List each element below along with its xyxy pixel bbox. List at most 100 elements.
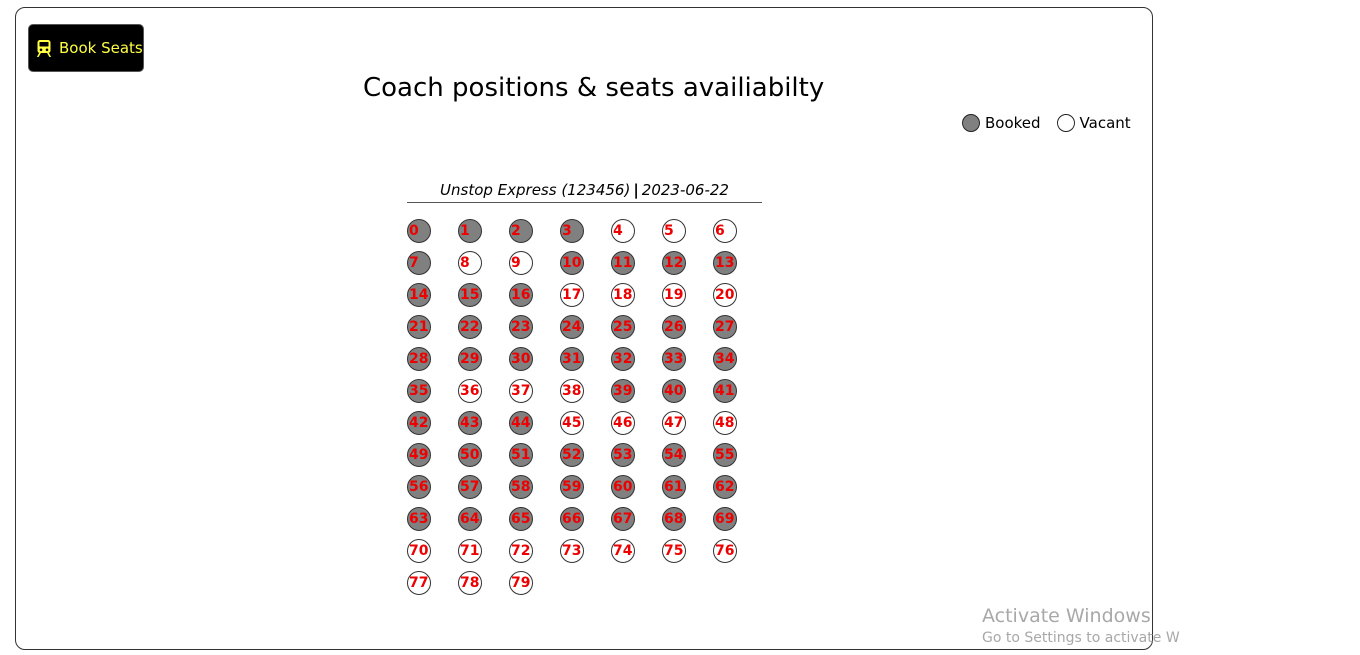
seat-vacant[interactable]: 6 [713, 219, 737, 243]
seat-booked[interactable]: 54 [662, 443, 686, 467]
seat-booked[interactable]: 26 [662, 315, 686, 339]
vacant-dot-icon [1056, 114, 1075, 132]
seat-booked[interactable]: 64 [458, 507, 482, 531]
seat-booked[interactable]: 16 [509, 283, 533, 307]
legend-vacant: Vacant [1056, 114, 1131, 132]
seat-booked[interactable]: 68 [662, 507, 686, 531]
seat-booked[interactable]: 34 [713, 347, 737, 371]
seat-booked[interactable]: 67 [611, 507, 635, 531]
seat-booked[interactable]: 62 [713, 475, 737, 499]
seat-booked[interactable]: 44 [509, 411, 533, 435]
header-separator: | [633, 181, 639, 199]
seat-legend: Booked Vacant [962, 114, 1131, 132]
seat-vacant[interactable]: 79 [509, 571, 533, 595]
seat-booked[interactable]: 21 [407, 315, 431, 339]
seat-vacant[interactable]: 46 [611, 411, 635, 435]
seat-vacant[interactable]: 38 [560, 379, 584, 403]
seat-booked[interactable]: 42 [407, 411, 431, 435]
seat-booked[interactable]: 2 [509, 219, 533, 243]
seat-booked[interactable]: 61 [662, 475, 686, 499]
seat-vacant[interactable]: 76 [713, 539, 737, 563]
seat-booked[interactable]: 52 [560, 443, 584, 467]
seat-booked[interactable]: 22 [458, 315, 482, 339]
seat-booked[interactable]: 30 [509, 347, 533, 371]
seat-booked[interactable]: 32 [611, 347, 635, 371]
seat-booked[interactable]: 35 [407, 379, 431, 403]
seat-vacant[interactable]: 78 [458, 571, 482, 595]
seat-booked[interactable]: 63 [407, 507, 431, 531]
legend-booked-label: Booked [985, 114, 1041, 132]
seat-booked[interactable]: 29 [458, 347, 482, 371]
seat-vacant[interactable]: 9 [509, 251, 533, 275]
seat-vacant[interactable]: 71 [458, 539, 482, 563]
seat-grid: 0 1 2 3 4 5 6 7 8 9 10 11 12 13 14 15 16 17 18 19 20 21 22 23 24… [407, 219, 737, 595]
seat-booked[interactable]: 57 [458, 475, 482, 499]
seat-booked[interactable]: 10 [560, 251, 584, 275]
seat-booked[interactable]: 24 [560, 315, 584, 339]
seat-booked[interactable]: 12 [662, 251, 686, 275]
seat-booked[interactable]: 13 [713, 251, 737, 275]
seat-vacant[interactable]: 36 [458, 379, 482, 403]
seat-booked[interactable]: 33 [662, 347, 686, 371]
seat-booked[interactable]: 23 [509, 315, 533, 339]
seat-booked[interactable]: 27 [713, 315, 737, 339]
seat-vacant[interactable]: 5 [662, 219, 686, 243]
seat-booked[interactable]: 56 [407, 475, 431, 499]
seat-booked[interactable]: 11 [611, 251, 635, 275]
train-name: Unstop Express (123456) [440, 181, 631, 199]
seat-booked[interactable]: 53 [611, 443, 635, 467]
book-seats-button[interactable]: Book Seats [28, 24, 144, 72]
seat-vacant[interactable]: 73 [560, 539, 584, 563]
seat-booked[interactable]: 31 [560, 347, 584, 371]
seat-vacant[interactable]: 72 [509, 539, 533, 563]
seat-booked[interactable]: 0 [407, 219, 431, 243]
seat-booked[interactable]: 66 [560, 507, 584, 531]
page-title: Coach positions & seats availiabilty [363, 73, 825, 103]
seat-vacant[interactable]: 70 [407, 539, 431, 563]
seat-booked[interactable]: 41 [713, 379, 737, 403]
seat-vacant[interactable]: 37 [509, 379, 533, 403]
legend-vacant-label: Vacant [1079, 114, 1131, 132]
seat-booked[interactable]: 50 [458, 443, 482, 467]
seat-booked[interactable]: 69 [713, 507, 737, 531]
seat-booked[interactable]: 58 [509, 475, 533, 499]
seat-booked[interactable]: 49 [407, 443, 431, 467]
seat-vacant[interactable]: 20 [713, 283, 737, 307]
train-icon [36, 39, 52, 57]
seat-vacant[interactable]: 74 [611, 539, 635, 563]
seat-booked[interactable]: 39 [611, 379, 635, 403]
seat-booked[interactable]: 3 [560, 219, 584, 243]
activate-windows-watermark: Activate Windows Go to Settings to activ… [982, 605, 1180, 646]
seat-vacant[interactable]: 19 [662, 283, 686, 307]
seat-vacant[interactable]: 8 [458, 251, 482, 275]
booked-dot-icon [962, 114, 980, 132]
seat-booked[interactable]: 14 [407, 283, 431, 307]
seat-vacant[interactable]: 4 [611, 219, 635, 243]
seat-booked[interactable]: 28 [407, 347, 431, 371]
seat-booked[interactable]: 15 [458, 283, 482, 307]
seat-booked[interactable]: 55 [713, 443, 737, 467]
seat-vacant[interactable]: 17 [560, 283, 584, 307]
seat-vacant[interactable]: 48 [713, 411, 737, 435]
seat-booked[interactable]: 43 [458, 411, 482, 435]
seat-booked[interactable]: 51 [509, 443, 533, 467]
seat-booked[interactable]: 25 [611, 315, 635, 339]
legend-booked: Booked [962, 114, 1041, 132]
watermark-title: Activate Windows [982, 605, 1151, 627]
watermark-subtitle: Go to Settings to activate W [982, 630, 1180, 646]
seat-vacant[interactable]: 45 [560, 411, 584, 435]
main-panel [15, 7, 1153, 650]
seat-vacant[interactable]: 47 [662, 411, 686, 435]
coach-header: Unstop Express (123456) | 2023-06-22 [407, 181, 762, 203]
seat-booked[interactable]: 7 [407, 251, 431, 275]
seat-vacant[interactable]: 75 [662, 539, 686, 563]
journey-date: 2023-06-22 [641, 181, 729, 199]
seat-vacant[interactable]: 18 [611, 283, 635, 307]
seat-booked[interactable]: 60 [611, 475, 635, 499]
book-seats-label: Book Seats [59, 39, 143, 57]
seat-booked[interactable]: 40 [662, 379, 686, 403]
seat-booked[interactable]: 65 [509, 507, 533, 531]
seat-vacant[interactable]: 77 [407, 571, 431, 595]
seat-booked[interactable]: 1 [458, 219, 482, 243]
seat-booked[interactable]: 59 [560, 475, 584, 499]
